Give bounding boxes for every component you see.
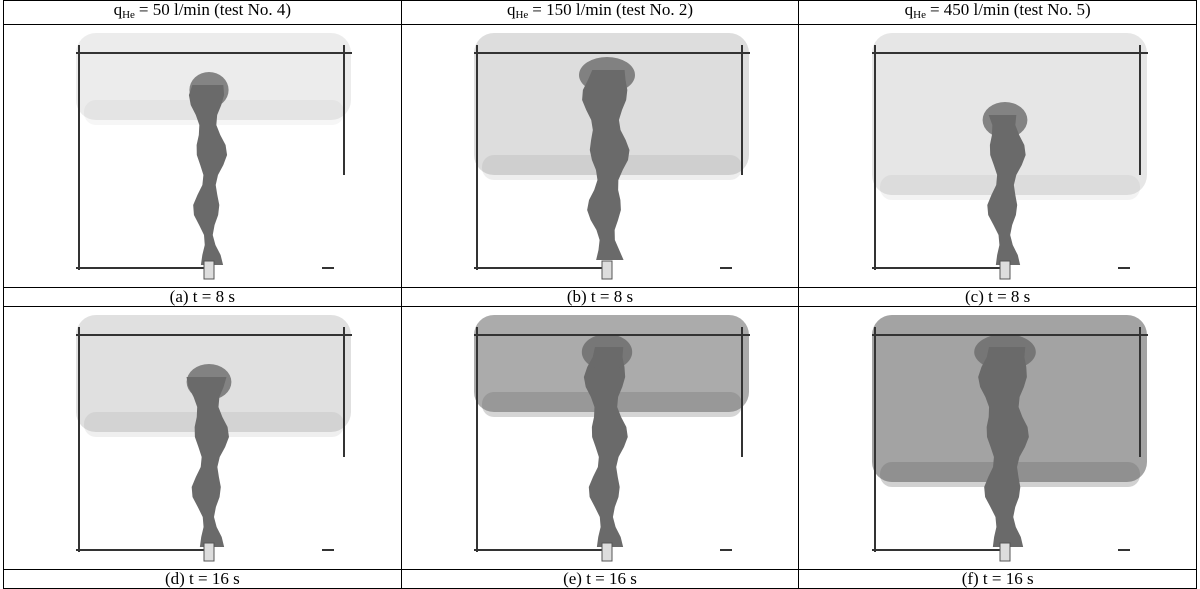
image-cell xyxy=(400,24,800,288)
plume xyxy=(186,377,230,547)
plume xyxy=(582,70,630,260)
header-cell: qHe = 50 l/min (test No. 4) xyxy=(3,0,402,25)
plume-head xyxy=(982,102,1028,138)
image-cell xyxy=(400,306,800,570)
nozzle xyxy=(601,542,613,562)
symbol: q xyxy=(113,0,123,19)
plume xyxy=(189,85,228,265)
caption: (b) t = 8 s xyxy=(400,287,800,307)
nozzle xyxy=(601,260,613,280)
plume-head xyxy=(189,72,229,108)
subscript: He xyxy=(515,9,529,21)
symbol: q xyxy=(506,0,516,19)
photo xyxy=(871,33,1148,280)
image-cell xyxy=(798,306,1197,570)
header-cell: qHe = 150 l/min (test No. 2) xyxy=(400,0,800,25)
nozzle xyxy=(203,542,215,562)
nozzle xyxy=(999,542,1011,562)
header-text: = 450 l/min (test No. 5) xyxy=(929,0,1091,19)
caption: (c) t = 8 s xyxy=(798,287,1197,307)
photo xyxy=(871,315,1148,562)
image-cell xyxy=(798,24,1197,288)
photo xyxy=(473,33,750,280)
caption: (d) t = 16 s xyxy=(3,569,402,589)
plume-head xyxy=(578,57,635,93)
subscript: He xyxy=(122,9,135,21)
plume xyxy=(986,115,1026,265)
image-row xyxy=(3,306,1197,570)
nozzle xyxy=(203,260,215,280)
header-text: = 50 l/min (test No. 4) xyxy=(138,0,292,19)
nozzle xyxy=(999,260,1011,280)
plume-head xyxy=(973,334,1036,370)
caption-row: (a) t = 8 s (b) t = 8 s (c) t = 8 s xyxy=(3,287,1197,307)
photo xyxy=(76,33,353,280)
plume-head xyxy=(581,334,633,370)
photo xyxy=(76,315,353,562)
image-cell xyxy=(3,306,402,570)
figure-table: qHe = 50 l/min (test No. 4) qHe = 150 l/mi… xyxy=(3,0,1197,589)
caption: (a) t = 8 s xyxy=(3,287,402,307)
caption-row: (d) t = 16 s (e) t = 16 s (f) t = 16 s xyxy=(3,569,1197,589)
plume xyxy=(583,347,628,547)
header-cell: qHe = 450 l/min (test No. 5) xyxy=(798,0,1197,25)
photo xyxy=(473,315,750,562)
header-text: = 150 l/min (test No. 2) xyxy=(532,0,693,19)
subscript: He xyxy=(913,9,926,21)
plume xyxy=(977,347,1029,547)
caption: (e) t = 16 s xyxy=(400,569,800,589)
caption: (f) t = 16 s xyxy=(798,569,1197,589)
image-cell xyxy=(3,24,402,288)
plume-head xyxy=(186,364,232,400)
symbol: q xyxy=(904,0,914,19)
image-row xyxy=(3,24,1197,288)
header-row: qHe = 50 l/min (test No. 4) qHe = 150 l/mi… xyxy=(3,0,1197,25)
